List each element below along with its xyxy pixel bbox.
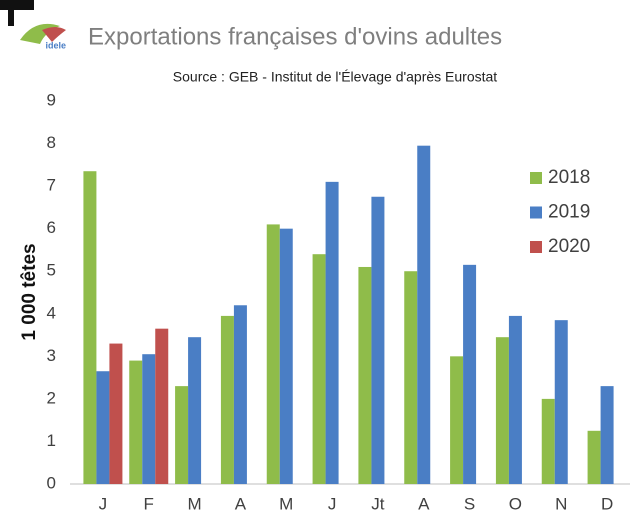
x-tick-label: S [464, 494, 475, 513]
chart-title: Exportations françaises d'ovins adultes [88, 23, 502, 50]
x-tick-label: A [235, 494, 247, 513]
bar [279, 228, 293, 484]
y-tick-label: 7 [47, 176, 56, 195]
y-axis-title: 1 000 têtes [19, 243, 40, 340]
x-tick-label: J [99, 494, 108, 513]
bar [600, 386, 614, 484]
bar [142, 354, 156, 484]
x-tick-label: D [601, 494, 613, 513]
logo-text: idele [45, 40, 66, 50]
bar [220, 315, 234, 484]
bar [129, 360, 143, 484]
bar [109, 343, 123, 484]
bar [417, 145, 431, 484]
x-tick-label: N [555, 494, 567, 513]
y-tick-label: 3 [47, 346, 56, 365]
bar [325, 181, 339, 484]
bar [233, 305, 247, 484]
x-tick-label: O [509, 494, 522, 513]
x-tick-label: A [418, 494, 430, 513]
y-tick-label: 6 [47, 218, 56, 237]
legend-swatch [530, 206, 542, 219]
bar [175, 386, 189, 484]
logo-icon [42, 27, 66, 42]
bar [508, 315, 522, 484]
legend-label: 2018 [548, 167, 590, 188]
decoration [8, 6, 14, 26]
bar [541, 398, 555, 484]
y-tick-label: 8 [47, 133, 56, 152]
bar [312, 254, 326, 484]
legend-label: 2020 [548, 236, 590, 257]
bar [587, 430, 601, 484]
x-tick-label: Jt [371, 494, 385, 513]
x-tick-label: M [187, 494, 201, 513]
x-tick-label: M [279, 494, 293, 513]
bar [371, 196, 385, 484]
bar [404, 271, 418, 484]
legend-swatch [530, 241, 542, 253]
bar [495, 337, 509, 484]
y-tick-label: 2 [47, 388, 56, 407]
y-tick-label: 1 [47, 431, 56, 450]
bar [358, 266, 372, 484]
x-tick-label: F [144, 494, 154, 513]
bar [266, 224, 280, 484]
bar [554, 320, 568, 484]
y-tick-label: 9 [47, 90, 56, 109]
legend-label: 2019 [548, 202, 590, 223]
bar [450, 356, 464, 484]
y-tick-label: 5 [47, 261, 56, 280]
bar [96, 371, 110, 484]
chart-subtitle: Source : GEB - Institut de l'Élevage d'a… [173, 69, 498, 85]
bar [83, 171, 97, 484]
y-tick-label: 0 [47, 473, 56, 492]
bar [188, 337, 202, 484]
bar [463, 264, 477, 484]
y-tick-label: 4 [47, 303, 56, 322]
decoration [0, 0, 34, 10]
x-tick-label: J [328, 494, 337, 513]
legend-swatch [530, 172, 542, 184]
bar [155, 328, 169, 484]
